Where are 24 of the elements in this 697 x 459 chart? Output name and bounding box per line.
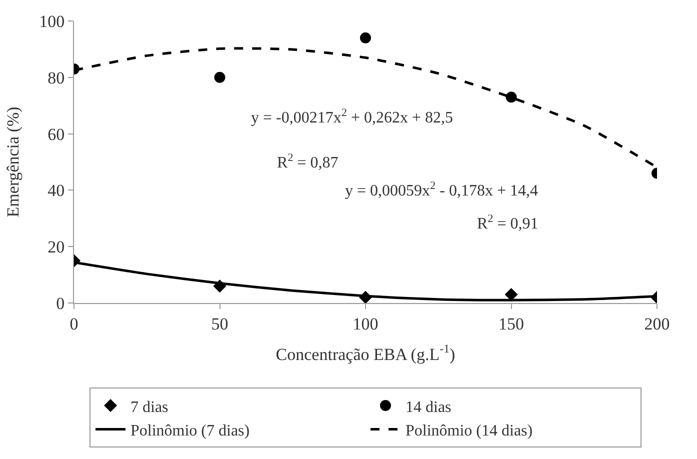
- x-axis-title: Concentração EBA (g.L$^{-1}$): [276, 342, 456, 364]
- y-tick-label: 100: [39, 12, 65, 31]
- y-axis-title: Emergência (%): [4, 106, 23, 218]
- annotation: y = 0,00059x$^{2}$ - 0,178x + 14,4: [345, 180, 538, 200]
- annotation: R$^{2}$ = 0,91: [477, 213, 538, 233]
- y-tick-label: 80: [48, 68, 65, 88]
- point: [360, 32, 371, 44]
- legend-label: 14 dias: [406, 398, 452, 416]
- y-tick-label: 60: [48, 124, 65, 144]
- point: [214, 72, 226, 83]
- annotation: R$^{2}$ = 0,87: [277, 152, 338, 172]
- point: [506, 92, 517, 103]
- legend-label: 7 dias: [130, 398, 168, 416]
- x-tick-label: 150: [498, 314, 524, 334]
- x-tick-label: 200: [644, 314, 670, 334]
- x-tick-label: 0: [70, 314, 78, 334]
- x-tick-label: 50: [211, 314, 228, 334]
- annotation: y = -0,00217x$^{2}$ + 0,262x + 82,5: [251, 107, 453, 127]
- legend-label: Polinômio (7 dias): [130, 422, 250, 440]
- legend-label: Polinômio (14 dias): [406, 422, 533, 440]
- y-tick-label: 0: [56, 294, 65, 313]
- y-tick-label: 40: [48, 181, 65, 200]
- x-tick-label: 100: [352, 314, 378, 334]
- y-tick-label: 20: [48, 238, 65, 257]
